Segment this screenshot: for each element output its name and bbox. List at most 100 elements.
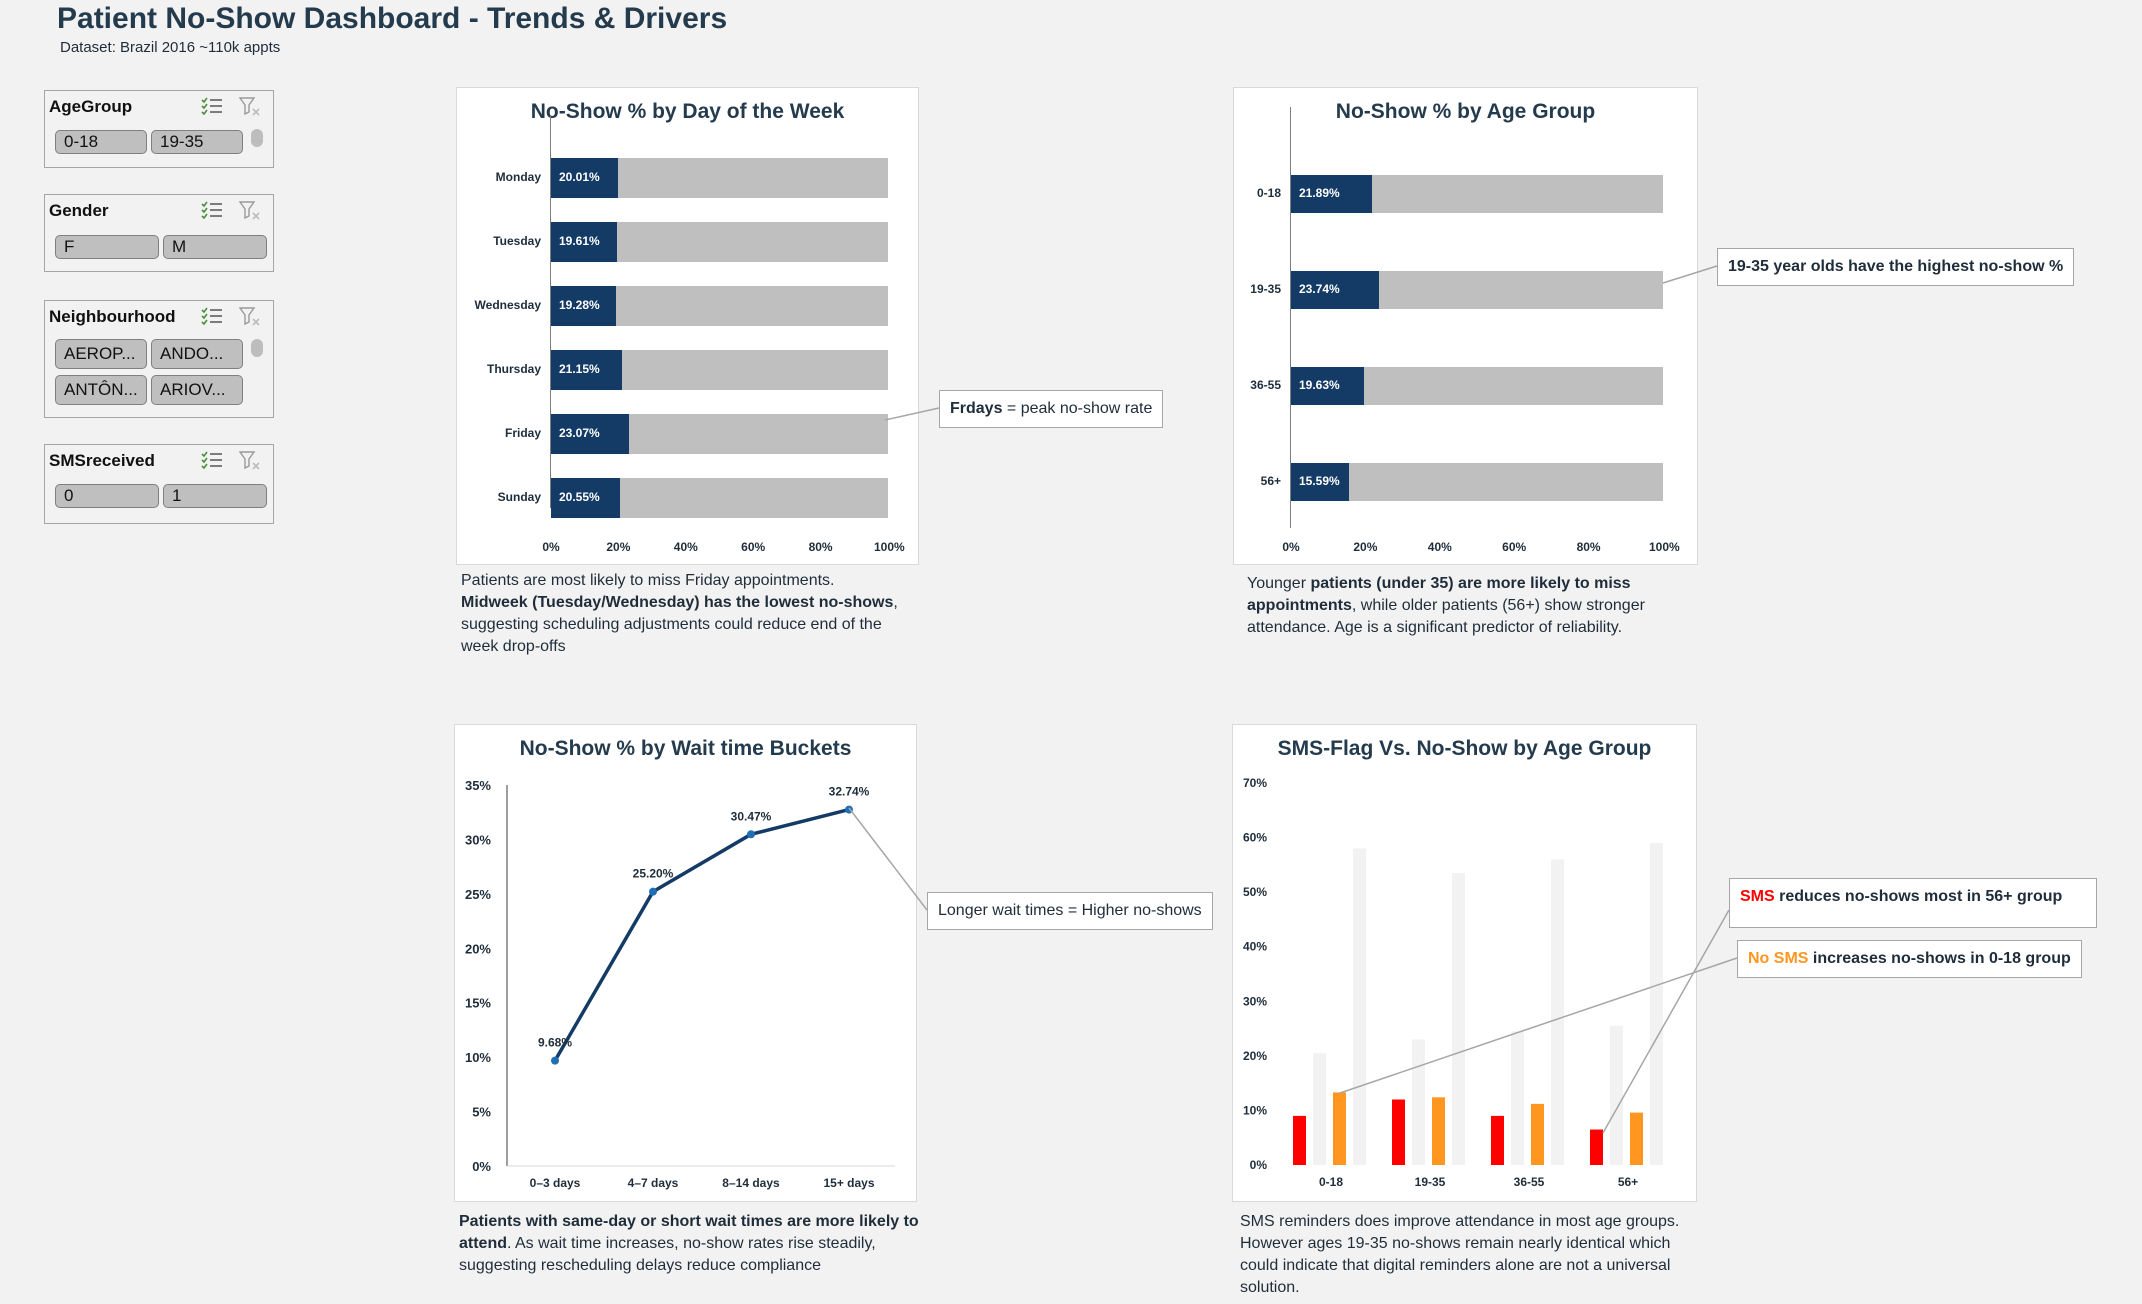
data-label: 23.74% <box>1299 282 1340 296</box>
callout-text: = peak no-show rate <box>1002 400 1153 417</box>
data-label: 30.47% <box>731 809 772 823</box>
data-label: 19.28% <box>559 298 600 312</box>
x-tick-label: 60% <box>741 540 766 554</box>
scrollbar-thumb[interactable] <box>251 129 263 147</box>
y-tick-label: 35% <box>465 778 491 793</box>
x-tick-label: 60% <box>1502 540 1527 554</box>
data-point <box>747 830 755 839</box>
slicer-item[interactable]: 1 <box>163 484 267 508</box>
slicer-item[interactable]: 0-18 <box>55 130 147 154</box>
data-label: 9.68% <box>538 1036 572 1050</box>
slicer-item[interactable]: 0 <box>55 484 159 508</box>
category-label: Monday <box>495 170 541 184</box>
data-label: 21.89% <box>1299 186 1340 200</box>
chart-wait-time: No-Show % by Wait time Buckets 0% 5% 10% 15… <box>454 724 917 1202</box>
clear-filter-icon[interactable] <box>239 97 261 117</box>
category-label: Tuesday <box>493 234 541 248</box>
x-tick-label: 56+ <box>1618 1175 1638 1189</box>
note-text: SMS reminders does improve attendance in… <box>1240 1213 1680 1296</box>
x-tick-label: 0–3 days <box>530 1176 581 1190</box>
insight-day: Patients are most likely to miss Friday … <box>461 570 901 658</box>
bar <box>1353 848 1366 1165</box>
slicer-item[interactable]: 19-35 <box>151 130 243 154</box>
slicer-item[interactable]: M <box>163 235 267 259</box>
slicer-neighbourhood: Neighbourhood AEROP... ANDO... ANTÔN... … <box>44 300 274 418</box>
x-tick-label: 0-18 <box>1319 1175 1343 1189</box>
x-tick-label: 19-35 <box>1415 1175 1446 1189</box>
x-tick-label: 80% <box>1576 540 1601 554</box>
chart-plot: 21.89% 0-18 23.74% 19-35 19.63% 36-55 15.59% 56… <box>1234 88 1699 566</box>
category-label: Thursday <box>486 362 541 376</box>
slicer-title: AgeGroup <box>49 97 133 116</box>
bar <box>1412 1039 1425 1165</box>
x-tick-label: 36-55 <box>1514 1175 1545 1189</box>
x-tick-label: 0% <box>1282 540 1300 554</box>
y-axis-line <box>550 115 551 508</box>
callout-text: reduces no-shows most in 56+ group <box>1774 888 2063 905</box>
slicer-item[interactable]: AEROP... <box>55 339 147 369</box>
callout-friday: Frdays = peak no-show rate <box>939 390 1164 428</box>
multi-select-icon[interactable] <box>201 201 223 219</box>
bar <box>551 350 623 390</box>
y-tick-label: 10% <box>465 1050 491 1065</box>
category-label: Wednesday <box>474 298 541 312</box>
x-tick-label: 15+ days <box>823 1176 874 1190</box>
chart-plot: 0% 5% 10% 15% 20% 25% 30% 35% 0–3 days 4–7 days 8–… <box>465 778 895 1190</box>
data-label: 21.15% <box>559 362 600 376</box>
multi-select-icon[interactable] <box>201 451 223 469</box>
bar <box>551 414 629 454</box>
slicer-item[interactable]: ARIOV... <box>151 375 243 405</box>
callout-age: 19-35 year olds have the highest no-show… <box>1717 248 2075 286</box>
bar <box>1291 271 1380 309</box>
multi-select-icon[interactable] <box>201 307 223 325</box>
scrollbar-thumb[interactable] <box>251 339 263 357</box>
data-label: 20.01% <box>559 170 600 184</box>
callout-nosms: No SMS increases no-shows in 0-18 group <box>1737 940 2082 978</box>
series-line <box>553 807 850 1062</box>
bar <box>1452 873 1465 1165</box>
clear-filter-icon[interactable] <box>239 451 261 471</box>
x-tick-label: 100% <box>874 540 905 554</box>
y-tick-label: 20% <box>465 941 491 956</box>
page-subtitle: Dataset: Brazil 2016 ~110k appts <box>60 39 281 56</box>
bar <box>1590 1129 1603 1165</box>
bar <box>1650 843 1663 1165</box>
y-tick-label: 5% <box>472 1105 491 1120</box>
y-tick-label: 40% <box>1243 940 1267 954</box>
slicer-header: Neighbourhood <box>45 301 273 331</box>
data-label: 23.07% <box>559 426 600 440</box>
chart-title: No-Show % by Age Group <box>1335 100 1596 123</box>
y-tick-label: 0% <box>1250 1158 1268 1172</box>
slicer-gender: Gender F M <box>44 194 274 272</box>
slicer-item[interactable]: ANTÔN... <box>55 375 147 405</box>
chart-day-of-week: No-Show % by Day of the Week 20.01% Monda… <box>456 87 919 565</box>
y-tick-label: 0% <box>472 1159 491 1174</box>
bar <box>551 286 616 326</box>
y-tick-label: 30% <box>1243 994 1267 1008</box>
bar <box>1313 1053 1326 1165</box>
data-label: 19.61% <box>559 234 600 248</box>
clear-filter-icon[interactable] <box>239 201 261 221</box>
note-bold: patients (under 35) are more likely to m… <box>1247 575 1631 614</box>
category-label: 56+ <box>1260 474 1281 488</box>
slicer-item[interactable]: ANDO... <box>151 339 243 369</box>
bar <box>1293 1115 1306 1165</box>
x-tick-label: 0% <box>542 540 560 554</box>
callout-highlight: No SMS <box>1748 950 1809 967</box>
multi-select-icon[interactable] <box>201 97 223 115</box>
x-tick-label: 4–7 days <box>628 1176 679 1190</box>
data-point <box>649 887 657 896</box>
x-tick-label: 40% <box>1427 540 1452 554</box>
data-label: 19.63% <box>1299 378 1340 392</box>
chart-sms-flag: SMS-Flag Vs. No-Show by Age Group 0% 10% 2… <box>1232 724 1697 1202</box>
category-label: 0-18 <box>1256 186 1281 200</box>
slicer-item[interactable]: F <box>55 235 159 259</box>
clear-filter-icon[interactable] <box>239 307 261 327</box>
callout-bold: Frdays <box>950 400 1003 417</box>
slicer-agegroup: AgeGroup 0-18 19-35 <box>44 90 274 168</box>
x-tick-label: 8–14 days <box>722 1176 780 1190</box>
y-tick-label: 50% <box>1243 885 1267 899</box>
chart-plot: 20.01% Monday 19.61% Tuesday 19.28% Wednesday… <box>457 88 920 566</box>
chart-age-group: No-Show % by Age Group 21.89% 0-18 23.74% 1… <box>1233 87 1698 565</box>
data-point <box>845 805 853 814</box>
